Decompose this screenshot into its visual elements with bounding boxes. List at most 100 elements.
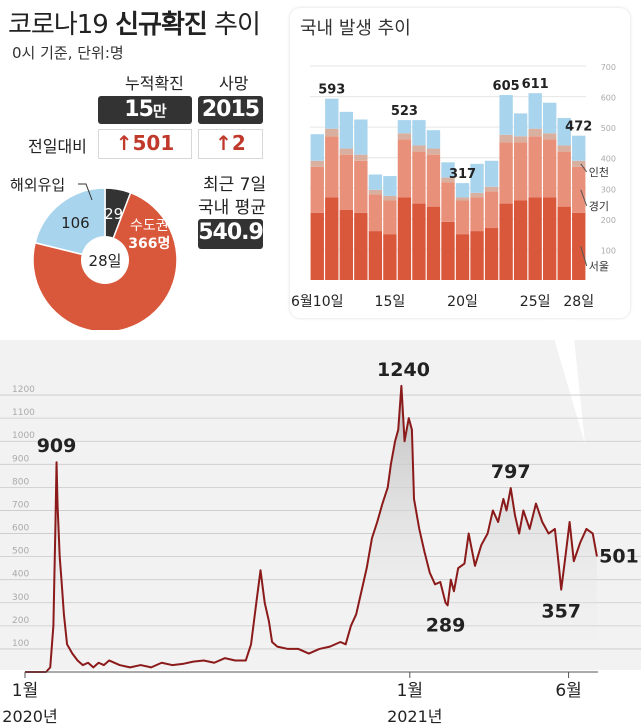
avg-label-1: 최근 7일 [203,175,267,195]
bar-segment [513,200,528,280]
prev-day-deaths: ↑2 [198,129,263,159]
pie-slice [34,187,106,261]
bar-segment [412,151,426,204]
line-x-year: 2021년 [387,707,442,726]
bar-segment [441,177,455,183]
line-annotation: 797 [491,461,531,483]
line-y-tick: 500 [12,547,29,557]
line-y-tick: 700 [12,500,29,510]
bar-segment [310,134,324,161]
pie-label-region: 수도권 [130,218,169,234]
line-y-tick: 1200 [12,385,35,395]
bar-segment [455,197,470,201]
callout-pointer [548,320,585,444]
bar-segment [543,133,557,140]
line-y-tick: 800 [12,477,29,487]
bar-segment [470,163,484,193]
prev-day-cases: ↑501 [98,129,192,159]
bar-segment [412,145,426,152]
bar-value-label: 593 [318,83,345,98]
deaths-value: 2015 [198,96,263,124]
bar-segment [455,200,470,235]
line-y-tick: 300 [12,593,29,603]
line-x-tick: 6월 [555,681,581,701]
bar-segment [368,189,383,195]
bar-segment [325,197,339,280]
bar-segment [310,160,324,167]
bar-segment [441,182,455,222]
line-y-tick: 100 [12,639,29,649]
line-y-tick: 900 [12,454,29,464]
bar-segment [412,203,426,280]
bar-segment [543,139,557,198]
bar-y-tick: 400 [601,155,616,164]
avg-label-2: 국내 평균 [198,198,266,218]
line-annotation: 501 [599,545,639,567]
bar-segment [310,166,324,213]
bar-segment [368,231,383,280]
bar-segment [368,174,383,190]
line-y-tick: 400 [12,570,29,580]
bar-segment [368,194,383,232]
bar-segment [412,120,426,146]
bar-segment [426,148,441,155]
pie-value-blue: 106 [61,214,90,232]
bar-segment [557,117,571,146]
bar-segment [383,234,397,280]
bar-segment [426,154,441,207]
bar-y-tick: 600 [601,94,616,103]
bar-segment [354,119,368,155]
bar-value-label: 611 [522,77,549,92]
bar-segment [339,148,353,155]
cumulative-value: 15만5572 [98,96,192,151]
line-annotation: 1240 [377,359,430,381]
bar-value-label: 523 [391,104,418,119]
bar-segment [528,197,542,280]
line-y-tick: 200 [12,616,29,626]
bar-segment [426,130,441,149]
bar-y-tick: 200 [601,216,616,225]
bar-segment [484,191,499,229]
bar-segment [310,212,324,280]
bar-segment [572,135,586,161]
bar-segment [383,195,397,201]
bar-value-label: 472 [565,120,592,135]
bar-y-tick: 100 [601,246,616,255]
prev-day-label: 전일대비 [28,137,87,156]
line-series [25,384,598,673]
bar-segment [325,128,339,137]
bar-segment [470,192,484,198]
stacked-bar-chart: 100 200 300 400 500 600 700 593 523 317 605 611 472 6… [291,63,616,310]
bar-segment [499,142,513,204]
bar-segment [470,231,484,280]
line-area [25,385,597,672]
line-annotation: 357 [541,601,581,623]
bar-segment [397,139,412,198]
bar-segment [339,154,353,210]
bar-segment [484,186,499,192]
bar-segment [383,200,397,235]
line-x-tick: 1월 [397,681,423,701]
bar-segment [397,120,412,134]
pie-leader-line [78,183,93,201]
bar-segment [572,212,586,280]
line-chart: 100 200 300 400 500 600 700 800 900 1000 1100 1200 9… [0,320,641,726]
bar-legend-label: 인천 [589,165,609,179]
bar-legend-line [580,163,588,173]
bar-segment [557,151,571,207]
bar-x-tick: 25일 [520,294,551,310]
line-y-tick: 1000 [12,431,35,441]
bar-segment [543,102,557,134]
bar-x-tick: 6월10일 [291,294,343,310]
bar-segment [470,197,484,232]
bar-segment [325,98,339,129]
pie-hole [81,236,129,284]
line-y-tick: 1100 [12,408,35,418]
bar-segment [339,209,353,280]
bar-segment [484,228,499,280]
bar-segment [325,136,339,198]
page-subtitle: 0시 기준, 단위:명 [12,44,124,62]
bar-segment [441,162,455,178]
line-x-year: 2020년 [2,707,57,726]
